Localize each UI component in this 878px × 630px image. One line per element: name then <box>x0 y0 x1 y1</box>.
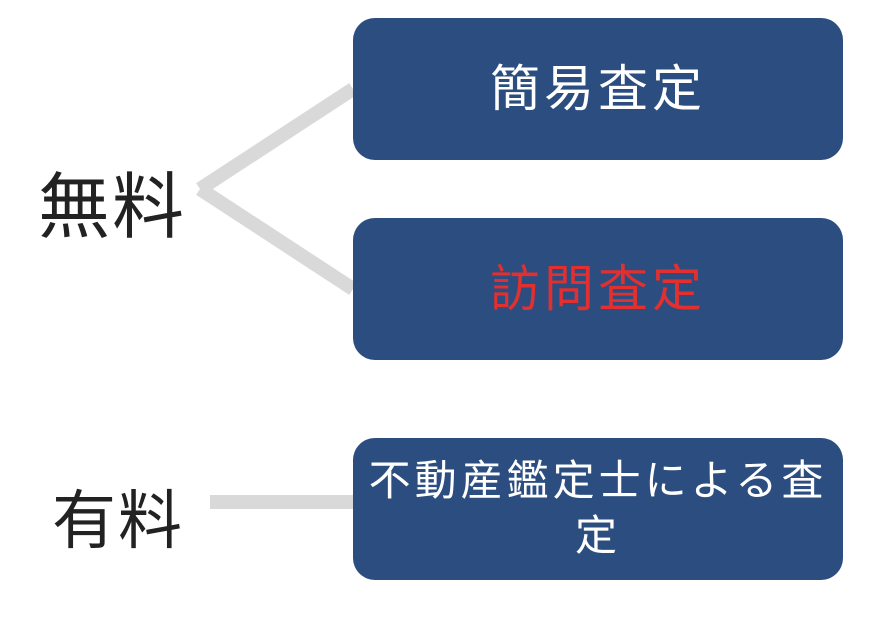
option-appraiser-assessment: 不動産鑑定士による査定 <box>353 438 843 580</box>
option-visit-assessment: 訪問査定 <box>353 218 843 360</box>
category-paid-label: 有料 <box>52 470 184 562</box>
option-visit-assessment-label: 訪問査定 <box>490 257 706 322</box>
option-simple-assessment: 簡易査定 <box>353 18 843 160</box>
connector-free-bottom <box>200 189 353 289</box>
option-simple-assessment-label: 簡易査定 <box>490 57 706 122</box>
connector-free-top <box>200 89 353 189</box>
category-free-label: 無料 <box>38 148 186 253</box>
option-appraiser-assessment-label: 不動産鑑定士による査定 <box>353 454 843 563</box>
